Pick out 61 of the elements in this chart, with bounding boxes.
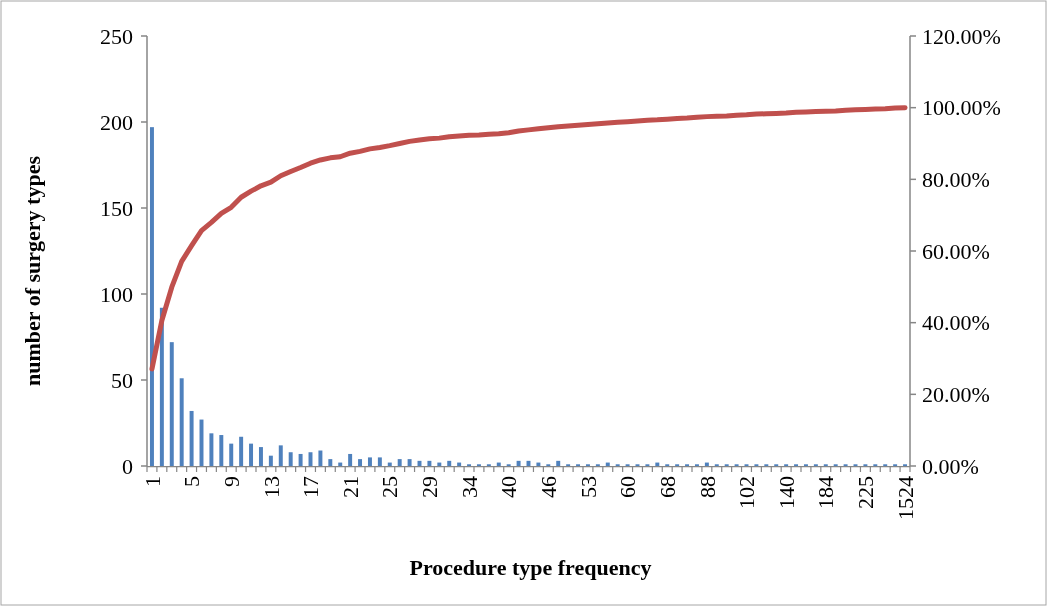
x-tick-label: 40	[496, 476, 522, 498]
x-tick-label: 5	[179, 476, 205, 487]
x-tick-label: 17	[298, 476, 324, 498]
y-tick-label: 200	[100, 109, 133, 135]
bar	[397, 459, 402, 466]
bar	[427, 460, 432, 466]
bar	[318, 450, 323, 466]
y-tick-label: 0	[122, 453, 133, 479]
y2-tick-label: 120.00%	[922, 23, 1001, 49]
y-tick-label: 150	[100, 195, 133, 221]
bar	[179, 378, 184, 466]
y2-tick-label: 40.00%	[922, 310, 990, 336]
x-tick-label: 184	[813, 476, 839, 509]
x-tick-label: 225	[853, 476, 879, 509]
x-tick-label: 25	[377, 476, 403, 498]
bar	[367, 457, 372, 466]
x-tick-label: 1	[139, 476, 165, 487]
bar	[358, 459, 363, 466]
bar	[407, 459, 412, 466]
bar	[516, 460, 521, 466]
x-tick-label: 102	[734, 476, 760, 509]
bar	[219, 435, 224, 466]
x-tick-label: 46	[536, 476, 562, 498]
x-tick-label: 13	[258, 476, 284, 498]
bar	[249, 443, 254, 466]
bar	[278, 445, 283, 466]
y-tick-label: 50	[111, 367, 133, 393]
bar	[268, 455, 273, 466]
x-tick-label: 53	[575, 476, 601, 498]
y-axis-title: number of surgery types	[20, 155, 45, 386]
x-tick-label: 9	[218, 476, 244, 487]
bar	[189, 410, 194, 466]
bar	[348, 453, 353, 466]
bar	[239, 436, 244, 466]
x-axis-title: Procedure type frequency	[409, 555, 652, 580]
y2-tick-label: 0.00%	[922, 453, 979, 479]
y2-tick-label: 60.00%	[922, 238, 990, 264]
y2-tick-label: 20.00%	[922, 382, 990, 408]
y-tick-label: 100	[100, 281, 133, 307]
bar	[169, 342, 174, 466]
bar	[288, 452, 293, 466]
y2-tick-label: 80.00%	[922, 167, 990, 193]
x-tick-label: 21	[337, 476, 363, 498]
y2-tick-label: 100.00%	[922, 95, 1001, 121]
bar	[149, 127, 154, 466]
bar	[556, 460, 561, 466]
bar	[328, 459, 333, 466]
bar	[209, 433, 214, 466]
bar	[377, 457, 382, 466]
bar	[298, 453, 303, 466]
y-tick-label: 250	[100, 23, 133, 49]
bar	[258, 447, 263, 466]
bar	[447, 460, 452, 466]
x-tick-label: 68	[654, 476, 680, 498]
x-tick-label: 60	[615, 476, 641, 498]
x-tick-label: 140	[773, 476, 799, 509]
x-tick-label: 1524	[892, 476, 918, 520]
bar	[229, 443, 234, 466]
x-tick-label: 34	[456, 476, 482, 498]
x-tick-label: 88	[694, 476, 720, 498]
x-tick-label: 29	[417, 476, 443, 498]
